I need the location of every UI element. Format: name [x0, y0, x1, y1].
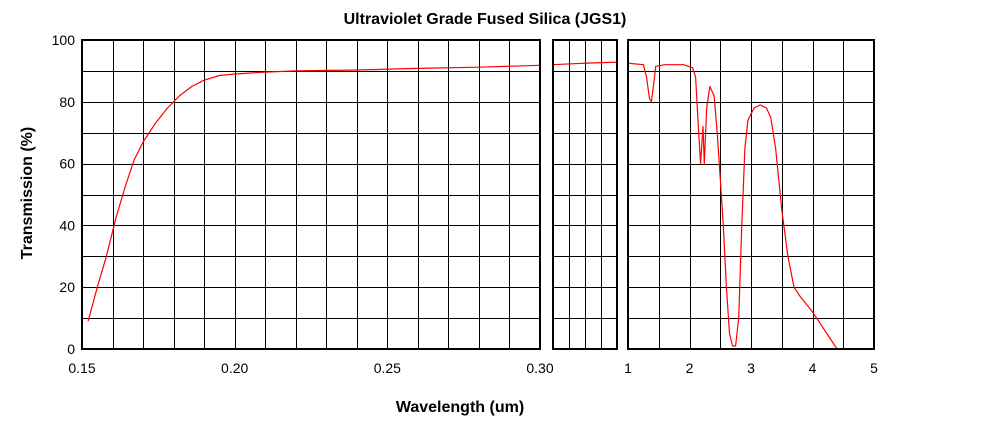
x-tick-label: 3: [747, 360, 755, 376]
y-tick-layer: 0 20 40 60 80 100: [52, 32, 76, 357]
transmission-curve-uv: [87, 64, 541, 322]
y-tick-label: 60: [59, 156, 75, 172]
x-tick-label: 4: [809, 360, 817, 376]
y-tick-label: 80: [59, 94, 75, 110]
y-tick-label: 20: [59, 279, 75, 295]
x-tick-label: 1: [624, 360, 632, 376]
curve-layer: [87, 61, 838, 350]
x-tick-label: 0.25: [374, 360, 401, 376]
x-tick-label: 0.20: [221, 360, 248, 376]
transmission-curve-visible: [552, 61, 618, 66]
x-tick-label: 0.30: [526, 360, 553, 376]
x-tick-label: 0.15: [68, 360, 95, 376]
y-tick-label: 0: [67, 341, 75, 357]
x-tick-label: 2: [686, 360, 694, 376]
x-tick-label: 5: [870, 360, 878, 376]
chart-title: Ultraviolet Grade Fused Silica (JGS1): [344, 11, 627, 28]
frame-layer: [81, 39, 875, 350]
y-axis-label: Transmission (%): [19, 127, 36, 259]
grid-layer: [82, 40, 874, 349]
y-tick-label: 40: [59, 217, 75, 233]
panel-frame-uv: [81, 39, 541, 350]
panel-frame-ir: [627, 39, 875, 350]
x-axis-label: Wavelength (um): [396, 399, 524, 416]
y-tick-label: 100: [52, 32, 76, 48]
panel-frame-visible: [552, 39, 618, 350]
transmission-curve-ir: [627, 62, 838, 350]
x-tick-layer: 0.15 0.20 0.25 0.30 1 2 3 4 5: [68, 360, 878, 376]
